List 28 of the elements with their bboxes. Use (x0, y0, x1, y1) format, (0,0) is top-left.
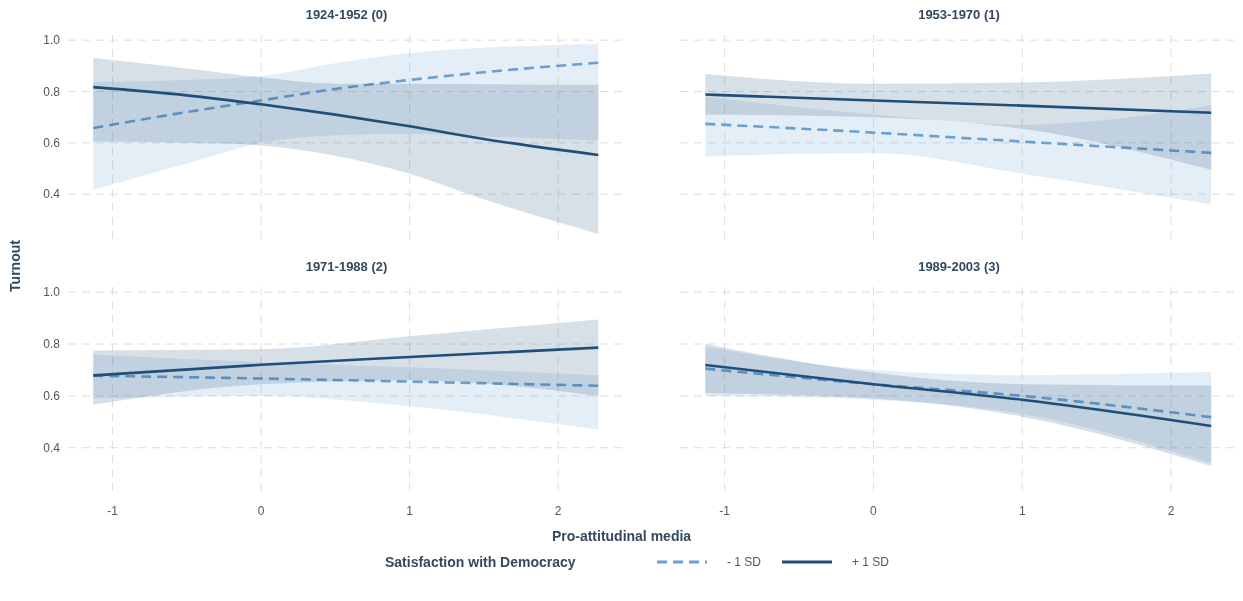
x-tick-label: 0 (870, 504, 878, 518)
y-tick-label: 0.6 (43, 389, 61, 404)
line-series (91, 85, 600, 157)
x-tick-label: 1 (1018, 504, 1026, 518)
y-tick-label: 1.0 (43, 285, 61, 300)
y-tick-label: 0.6 (43, 136, 61, 151)
x-tick-label: 2 (1167, 504, 1175, 518)
x-tick-label: -1 (719, 504, 731, 518)
line-series (91, 61, 600, 130)
y-tick-label: 0.4 (43, 440, 61, 455)
y-tick-label: 0.4 (43, 187, 61, 202)
chart-title: 1924-1952 (0) (305, 7, 388, 22)
x-tick-label: -1 (107, 504, 119, 518)
chart-title: 1953-1970 (1) (918, 7, 1000, 22)
y-axis-title: Turnout (7, 239, 23, 292)
chart-title: 1971-1988 (2) (305, 259, 388, 274)
x-axis-title: Pro-attitudinal media (551, 528, 692, 544)
legend-label: + 1 SD (852, 555, 890, 570)
x-tick-label: 0 (257, 504, 265, 518)
y-tick-label: 0.8 (43, 84, 61, 99)
x-tick-label: 2 (554, 504, 562, 518)
chart-title: 1989-2003 (3) (918, 259, 1000, 274)
legend-title: Satisfaction with Democracy (385, 553, 576, 570)
line-series (91, 346, 600, 377)
x-tick-label: 1 (406, 504, 414, 518)
legend-label: - 1 SD (727, 555, 762, 570)
y-tick-label: 1.0 (43, 33, 61, 48)
y-tick-label: 0.8 (43, 337, 61, 352)
